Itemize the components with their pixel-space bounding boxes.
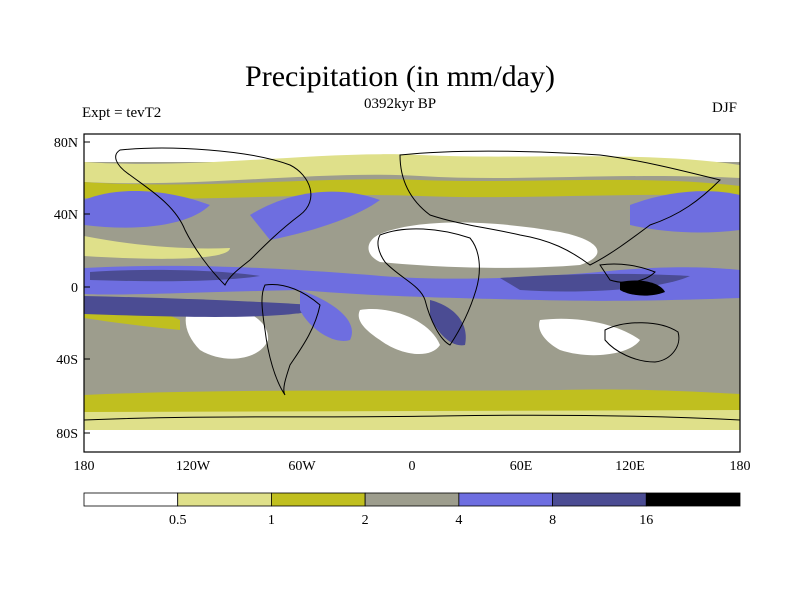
colorbar-swatch — [364, 492, 460, 507]
map-title: Precipitation (in mm/day) — [245, 60, 555, 93]
map-subtitle: 0392kyr BP — [363, 96, 437, 112]
lon-tick-label: 60E — [510, 459, 533, 474]
lon-tick-label: 120E — [615, 459, 645, 474]
colorbar-swatch — [458, 492, 553, 507]
lat-tick-label: 80N — [54, 136, 78, 151]
map-field — [84, 134, 740, 452]
lat-tick-label: 40N — [54, 208, 78, 223]
colorbar-label: 2 — [362, 513, 369, 528]
colorbar-label: 16 — [639, 513, 653, 528]
longitude-axis: 180 120W 60W 0 60E 120E 180 — [74, 459, 751, 474]
colorbar-label: 8 — [549, 513, 556, 528]
lon-tick-label: 180 — [74, 459, 95, 474]
colorbar-label: 0.5 — [169, 513, 187, 528]
colorbar-label: 4 — [455, 513, 462, 528]
coastlines — [84, 147, 740, 421]
lon-tick-label: 60W — [288, 459, 316, 474]
lat-tick-label: 80S — [56, 427, 78, 442]
lon-tick-label: 180 — [730, 459, 751, 474]
lon-tick-label: 120W — [176, 459, 211, 474]
colorbar: 0.5 1 2 4 8 16 — [83, 492, 741, 528]
season-label: DJF — [712, 100, 738, 116]
latitude-axis: 80N 40N 0 40S 80S — [54, 136, 90, 442]
experiment-label: Expt = tevT2 — [82, 105, 162, 121]
colorbar-swatch — [177, 492, 272, 507]
colorbar-swatch — [552, 492, 647, 507]
lat-tick-label: 40S — [56, 353, 78, 368]
colorbar-swatch — [645, 492, 741, 507]
colorbar-swatch — [83, 492, 179, 507]
map-frame — [83, 133, 741, 453]
lon-tick-label: 0 — [409, 459, 416, 474]
colorbar-label: 1 — [268, 513, 275, 528]
colorbar-swatch — [271, 492, 366, 507]
lat-tick-label: 0 — [71, 281, 78, 296]
